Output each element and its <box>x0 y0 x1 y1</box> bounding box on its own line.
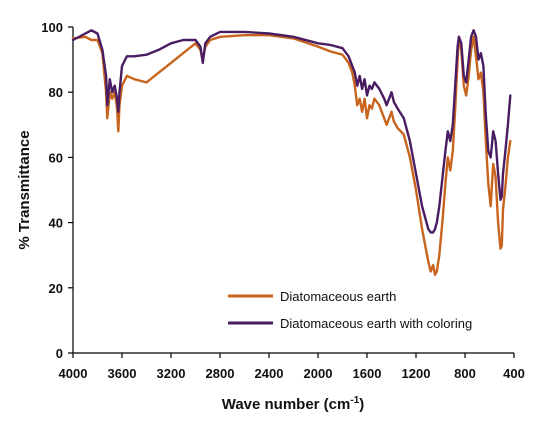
legend: Diatomaceous earth Diatomaceous earth wi… <box>228 289 472 331</box>
x-axis-title-superscript: -1 <box>350 395 359 406</box>
legend-label-diatomaceous-earth-with-coloring: Diatomaceous earth with coloring <box>280 316 472 331</box>
x-axis-title: Wave number (cm-1) <box>222 395 365 413</box>
series-line-diatomaceous-earth <box>71 34 512 276</box>
x-tick-label: 1600 <box>353 366 382 381</box>
x-tick-label: 3200 <box>157 366 186 381</box>
series-layer <box>71 29 512 276</box>
x-tick-label: 400 <box>503 366 525 381</box>
x-axis-title-main: Wave number (cm <box>222 396 351 413</box>
x-tick-label: 3600 <box>108 366 137 381</box>
series-line-diatomaceous-earth-with-coloring <box>71 29 512 234</box>
y-tick-label: 60 <box>49 150 63 165</box>
x-axis-title-close: ) <box>359 396 364 413</box>
legend-label-diatomaceous-earth: Diatomaceous earth <box>280 289 396 304</box>
y-tick-label: 100 <box>41 20 63 35</box>
y-tick-label: 0 <box>56 346 63 361</box>
y-tick-label: 40 <box>49 216 63 231</box>
x-tick-label: 1200 <box>402 366 431 381</box>
x-tick-label: 800 <box>454 366 476 381</box>
x-tick-label: 2800 <box>206 366 235 381</box>
x-tick-label: 2000 <box>304 366 333 381</box>
y-axis-title: % Transmittance <box>16 130 33 249</box>
x-axis-ticks: 4000 3600 3200 2800 2400 2000 1600 1200 800 400 <box>59 353 525 381</box>
y-tick-label: 80 <box>49 85 63 100</box>
x-tick-label: 4000 <box>59 366 88 381</box>
y-tick-label: 20 <box>49 281 63 296</box>
x-tick-label: 2400 <box>255 366 284 381</box>
y-axis-ticks: 0 20 40 60 80 100 <box>41 20 73 361</box>
